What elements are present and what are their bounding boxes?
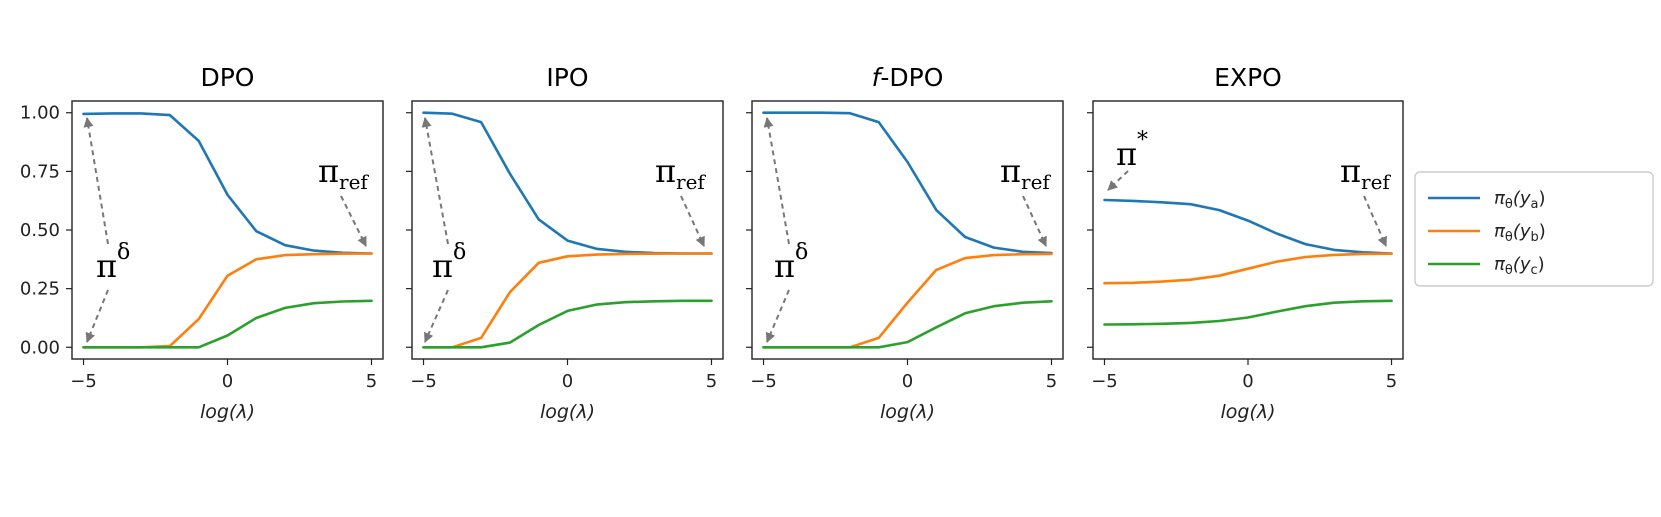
plot-frame (751, 100, 1064, 360)
legend-theta: θ (1505, 230, 1513, 245)
legend-sub: a (1531, 197, 1539, 212)
legend-pi: π (1494, 221, 1506, 242)
x-axis-label: log(λ) (200, 401, 255, 423)
legend-theta: θ (1505, 263, 1513, 278)
annotation-arrow (1107, 170, 1129, 191)
x-axis-label: log(λ) (1220, 401, 1275, 423)
annotation-base: π (318, 152, 339, 190)
x-tick-label: 5 (1046, 371, 1057, 392)
annotation-arrow (1022, 195, 1047, 247)
y-tick-label: 1.00 (20, 103, 60, 124)
annotation-label: πref (1340, 152, 1391, 194)
legend-box (1414, 171, 1654, 287)
x-tick-label: 5 (366, 371, 377, 392)
annotation-arrow (424, 289, 449, 343)
annotation-arrow (680, 195, 705, 247)
annotation-base: π (1116, 135, 1137, 173)
legend-label: πθ(yb) (1494, 221, 1546, 245)
legend-pi: π (1494, 254, 1506, 275)
x-tick-label: −5 (70, 371, 97, 392)
x-tick-label: 0 (222, 371, 233, 392)
annotation-arrow (340, 195, 367, 247)
panel-title: EXPO (1214, 63, 1282, 92)
x-tick-label: −5 (1091, 371, 1118, 392)
x-tick-label: 0 (562, 371, 573, 392)
legend-sub: b (1531, 230, 1539, 245)
annotation-superscript: * (1137, 128, 1148, 153)
annotation-base: π (655, 152, 676, 190)
annotation-label: πδ (96, 240, 130, 285)
x-tick-label: 0 (1242, 371, 1253, 392)
annotation-base: π (1000, 152, 1021, 190)
series-line-ya (1103, 198, 1393, 255)
plot-frame (411, 100, 724, 360)
annotation-arrow (1363, 195, 1387, 247)
panel-title: DPO (200, 63, 254, 92)
annotation-label: πref (318, 152, 369, 194)
annotation-label: πref (655, 152, 706, 194)
series-line-yb (762, 252, 1053, 349)
legend-label: πθ(yc) (1494, 254, 1545, 278)
legend-open: (y (1513, 188, 1531, 209)
annotation-label: πref (1000, 152, 1051, 194)
legend-sub: c (1531, 263, 1538, 278)
legend-close: ) (1539, 221, 1546, 242)
title-rest-part: -DPO (880, 63, 943, 92)
series-line-yb (1103, 252, 1393, 285)
series-line-yc (762, 299, 1053, 349)
annotation-arrow (765, 289, 790, 343)
legend-theta: θ (1505, 197, 1513, 212)
panel-title: f-DPO (872, 63, 944, 92)
y-tick-label: 0.75 (20, 161, 60, 182)
legend-close: ) (1538, 254, 1545, 275)
legend-close: ) (1538, 188, 1545, 209)
series-line-yc (1103, 299, 1393, 326)
annotation-superscript: δ (795, 240, 808, 265)
plot-frame (71, 100, 384, 360)
annotation-base: π (774, 247, 795, 285)
legend-pi: π (1494, 188, 1506, 209)
annotation-subscript: ref (339, 170, 369, 194)
series-line-yc (422, 299, 713, 349)
x-axis-label: log(λ) (880, 401, 935, 423)
annotation-base: π (96, 247, 117, 285)
y-tick-label: 0.25 (20, 279, 60, 300)
annotation-arrow (763, 117, 790, 245)
x-axis-label: log(λ) (540, 401, 595, 423)
annotation-arrow (83, 117, 109, 245)
annotation-subscript: ref (1021, 170, 1051, 194)
legend-label: πθ(ya) (1494, 188, 1546, 212)
x-tick-label: 5 (1386, 371, 1397, 392)
x-tick-label: 5 (706, 371, 717, 392)
annotation-arrow (421, 117, 449, 245)
legend-open: (y (1513, 254, 1531, 275)
annotation-subscript: ref (1361, 170, 1391, 194)
y-tick-label: 0.50 (20, 220, 60, 241)
panel-title: IPO (546, 63, 588, 92)
annotation-label: πδ (774, 240, 808, 285)
series-line-yc (82, 299, 373, 349)
annotation-arrow (85, 289, 109, 343)
x-tick-label: −5 (750, 371, 777, 392)
y-tick-label: 0.00 (20, 337, 60, 358)
legend-open: (y (1513, 221, 1531, 242)
annotation-superscript: δ (117, 240, 130, 265)
x-tick-label: −5 (410, 371, 437, 392)
series-line-yb (82, 252, 373, 349)
legend: πθ(ya)πθ(yb)πθ(yc) (1414, 171, 1654, 287)
annotation-subscript: ref (676, 170, 706, 194)
x-tick-label: 0 (902, 371, 913, 392)
annotation-label: πδ (432, 240, 466, 285)
annotation-base: π (432, 247, 453, 285)
annotation-label: π* (1116, 128, 1148, 173)
annotation-base: π (1340, 152, 1361, 190)
annotation-superscript: δ (453, 240, 466, 265)
